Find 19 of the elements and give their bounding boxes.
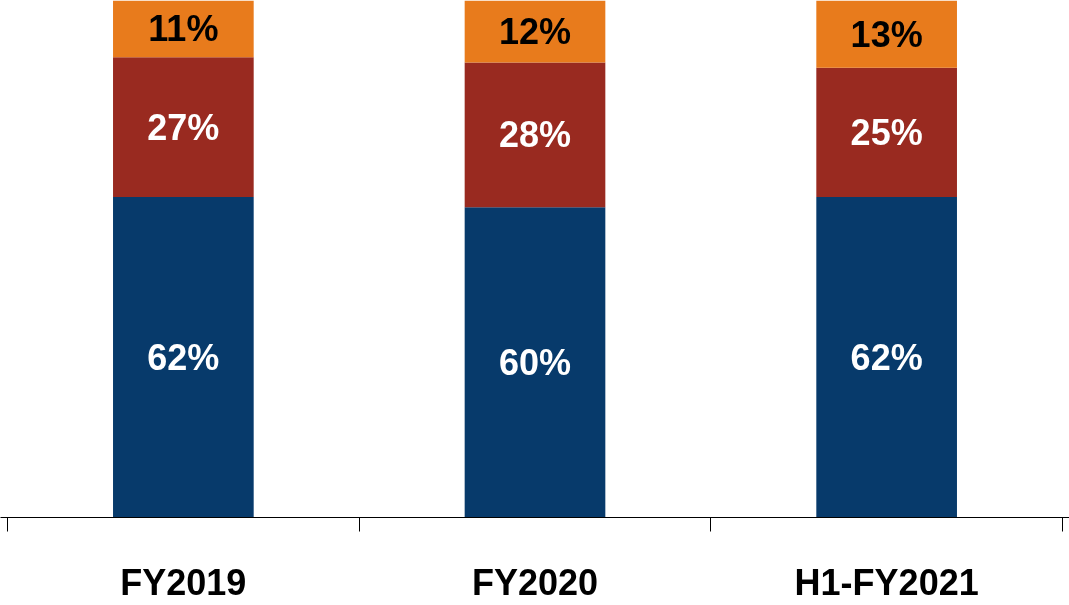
- bar: [113, 57, 254, 197]
- data-label: 11%: [148, 8, 219, 50]
- data-label: 12%: [498, 11, 572, 53]
- x-tick-label: FY2019: [120, 561, 247, 603]
- data-label: 13%: [850, 13, 923, 55]
- data-label: 28%: [498, 114, 572, 156]
- data-label: 62%: [147, 336, 220, 378]
- x-tick-label: FY2020: [471, 561, 599, 603]
- data-label: 62%: [850, 336, 923, 378]
- bar: [113, 196, 254, 518]
- bar: [816, 0, 957, 68]
- bar: [464, 207, 606, 518]
- bar: [816, 196, 957, 518]
- x-tick-label: H1-FY2021: [794, 561, 979, 603]
- data-label: 27%: [147, 106, 220, 148]
- bar: [816, 67, 957, 197]
- data-label: 25%: [850, 111, 923, 153]
- data-label: 60%: [498, 341, 572, 383]
- bar: [464, 62, 606, 208]
